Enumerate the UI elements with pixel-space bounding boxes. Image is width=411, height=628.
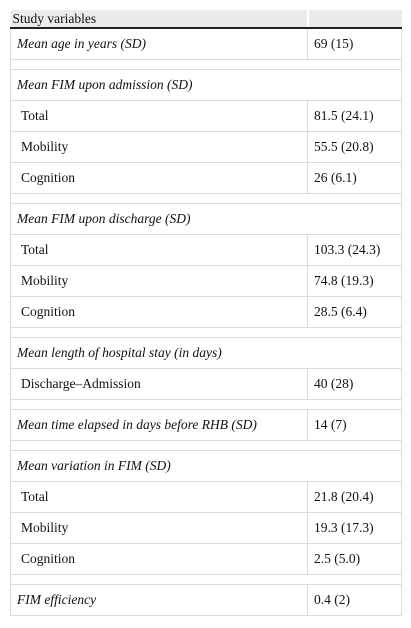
- row-label: Cognition: [10, 543, 308, 575]
- row-value: 19.3 (17.3): [307, 512, 402, 544]
- data-row: Total 21.8 (20.4): [10, 481, 402, 513]
- row-value: 40 (28): [307, 368, 402, 400]
- section-label: Mean age in years (SD): [10, 27, 308, 60]
- section-row: Mean variation in FIM (SD): [10, 450, 402, 482]
- section-row: Mean time elapsed in days before RHB (SD…: [10, 409, 402, 441]
- study-table: Study variables Mean age in years (SD) 69…: [10, 10, 402, 616]
- spacer-cell: [10, 327, 402, 338]
- spacer-cell: [10, 440, 402, 451]
- section-label: Mean variation in FIM (SD): [10, 450, 402, 482]
- row-label: Cognition: [10, 296, 308, 328]
- section-label: Mean length of hospital stay (in days): [10, 337, 402, 369]
- spacer-row: [10, 399, 402, 410]
- row-label: Mobility: [10, 265, 308, 297]
- data-row: Mobility 74.8 (19.3): [10, 265, 402, 297]
- row-value: 74.8 (19.3): [307, 265, 402, 297]
- section-row: Mean age in years (SD) 69 (15): [10, 27, 402, 60]
- row-label: Total: [10, 234, 308, 266]
- spacer-cell: [10, 399, 402, 410]
- data-row: Cognition 26 (6.1): [10, 162, 402, 194]
- section-label: Mean FIM upon admission (SD): [10, 69, 402, 101]
- row-label: Cognition: [10, 162, 308, 194]
- row-value: 26 (6.1): [307, 162, 402, 194]
- spacer-row: [10, 193, 402, 204]
- row-label: Mobility: [10, 131, 308, 163]
- section-value: 69 (15): [307, 27, 402, 60]
- section-value: 0.4 (2): [307, 584, 402, 616]
- section-label: FIM efficiency: [10, 584, 308, 616]
- row-value: 2.5 (5.0): [307, 543, 402, 575]
- data-row: Cognition 28.5 (6.4): [10, 296, 402, 328]
- table-body: Mean age in years (SD) 69 (15) Mean FIM up…: [10, 27, 402, 616]
- row-label: Total: [10, 100, 308, 132]
- header-row: Study variables: [10, 10, 402, 29]
- row-value: 103.3 (24.3): [307, 234, 402, 266]
- section-label: Mean FIM upon discharge (SD): [10, 203, 402, 235]
- row-label: Discharge–Admission: [10, 368, 308, 400]
- data-row: Total 81.5 (24.1): [10, 100, 402, 132]
- row-value: 55.5 (20.8): [307, 131, 402, 163]
- data-row: Cognition 2.5 (5.0): [10, 543, 402, 575]
- header-title: Study variables: [10, 10, 308, 29]
- spacer-row: [10, 59, 402, 70]
- spacer-row: [10, 440, 402, 451]
- spacer-cell: [10, 59, 402, 70]
- spacer-cell: [10, 193, 402, 204]
- row-value: 21.8 (20.4): [307, 481, 402, 513]
- spacer-cell: [10, 574, 402, 585]
- spacer-row: [10, 327, 402, 338]
- row-value: 81.5 (24.1): [307, 100, 402, 132]
- section-row: FIM efficiency 0.4 (2): [10, 584, 402, 616]
- section-row: Mean FIM upon discharge (SD): [10, 203, 402, 235]
- data-row: Discharge–Admission 40 (28): [10, 368, 402, 400]
- spacer-row: [10, 574, 402, 585]
- row-value: 28.5 (6.4): [307, 296, 402, 328]
- data-row: Total 103.3 (24.3): [10, 234, 402, 266]
- section-row: Mean length of hospital stay (in days): [10, 337, 402, 369]
- header-cell: [306, 10, 402, 29]
- row-label: Mobility: [10, 512, 308, 544]
- data-row: Mobility 19.3 (17.3): [10, 512, 402, 544]
- row-label: Total: [10, 481, 308, 513]
- section-value: 14 (7): [307, 409, 402, 441]
- section-label: Mean time elapsed in days before RHB (SD…: [10, 409, 308, 441]
- section-row: Mean FIM upon admission (SD): [10, 69, 402, 101]
- data-row: Mobility 55.5 (20.8): [10, 131, 402, 163]
